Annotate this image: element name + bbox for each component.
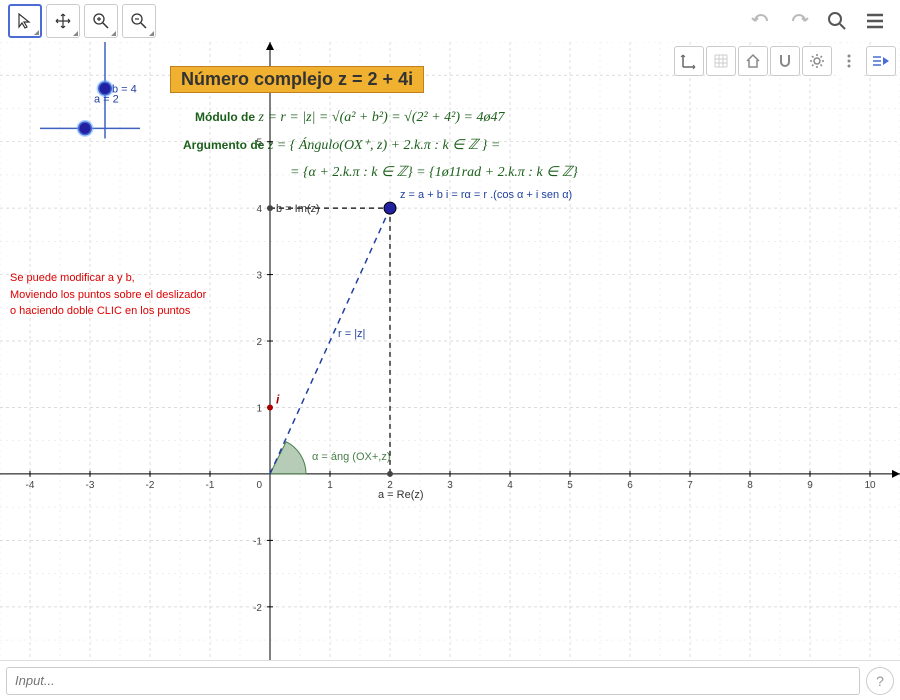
home-button[interactable] bbox=[738, 46, 768, 76]
help-button[interactable]: ? bbox=[866, 667, 894, 695]
svg-text:3: 3 bbox=[447, 480, 453, 491]
coordinate-plot[interactable]: -4-3-2-112345678910-2-11234560iz = a + b… bbox=[0, 42, 900, 660]
input-bar: ? bbox=[0, 660, 900, 700]
svg-text:-1: -1 bbox=[253, 536, 262, 547]
svg-text:-3: -3 bbox=[86, 480, 95, 491]
more-button[interactable] bbox=[834, 46, 864, 76]
svg-text:4: 4 bbox=[507, 480, 513, 491]
snap-button[interactable] bbox=[770, 46, 800, 76]
zoom-out-tool[interactable] bbox=[122, 4, 156, 38]
svg-text:-2: -2 bbox=[146, 480, 155, 491]
svg-text:1: 1 bbox=[327, 480, 333, 491]
redo-button[interactable] bbox=[782, 4, 816, 38]
svg-text:10: 10 bbox=[864, 480, 876, 491]
svg-text:3: 3 bbox=[256, 271, 262, 282]
command-input[interactable] bbox=[6, 667, 860, 695]
svg-text:a = Re(z): a = Re(z) bbox=[378, 489, 424, 501]
svg-text:b = Im(z): b = Im(z) bbox=[276, 203, 320, 215]
svg-text:8: 8 bbox=[747, 480, 753, 491]
svg-text:-1: -1 bbox=[206, 480, 215, 491]
right-tools bbox=[744, 4, 892, 38]
svg-text:2: 2 bbox=[256, 337, 262, 348]
zoom-in-tool[interactable] bbox=[84, 4, 118, 38]
svg-text:z = a + b i = rα = r .(cos α +: z = a + b i = rα = r .(cos α + i sen α) bbox=[400, 189, 572, 201]
style-bar bbox=[674, 46, 896, 76]
svg-text:-2: -2 bbox=[253, 603, 262, 614]
undo-button[interactable] bbox=[744, 4, 778, 38]
left-tools bbox=[8, 4, 156, 38]
argumento-expression-2: = {α + 2.k.π : k ∈ ℤ} = {1ø11rad + 2.k.π… bbox=[290, 164, 578, 181]
svg-text:5: 5 bbox=[567, 480, 573, 491]
argumento-expression-1: Argumento de z = { Ángulo(OX⁺, z) + 2.k.… bbox=[183, 137, 500, 154]
hint-text: Se puede modificar a y b, Moviendo los p… bbox=[10, 270, 206, 320]
svg-text:4: 4 bbox=[256, 204, 262, 215]
axes-toggle[interactable] bbox=[674, 46, 704, 76]
svg-text:1: 1 bbox=[256, 403, 262, 414]
top-toolbar bbox=[0, 0, 900, 42]
grid-toggle[interactable] bbox=[706, 46, 736, 76]
pan-tool[interactable] bbox=[46, 4, 80, 38]
graphics-view[interactable]: -4-3-2-112345678910-2-11234560iz = a + b… bbox=[0, 42, 900, 660]
svg-text:-4: -4 bbox=[26, 480, 35, 491]
move-tool[interactable] bbox=[8, 4, 42, 38]
menu-button[interactable] bbox=[858, 4, 892, 38]
chart-title: Número complejo z = 2 + 4i bbox=[170, 66, 424, 93]
svg-text:r = |z|: r = |z| bbox=[338, 328, 365, 340]
svg-text:9: 9 bbox=[807, 480, 813, 491]
modulo-expression: Módulo de z = r = |z| = √(a² + b²) = √(2… bbox=[195, 110, 504, 126]
svg-text:7: 7 bbox=[687, 480, 693, 491]
svg-text:a = 2: a = 2 bbox=[94, 94, 119, 106]
properties-button[interactable] bbox=[866, 46, 896, 76]
svg-text:α = áng (OX+,z): α = áng (OX+,z) bbox=[312, 451, 391, 463]
svg-text:6: 6 bbox=[627, 480, 633, 491]
svg-text:i: i bbox=[276, 392, 280, 406]
svg-text:0: 0 bbox=[256, 480, 262, 491]
search-button[interactable] bbox=[820, 4, 854, 38]
settings-button[interactable] bbox=[802, 46, 832, 76]
